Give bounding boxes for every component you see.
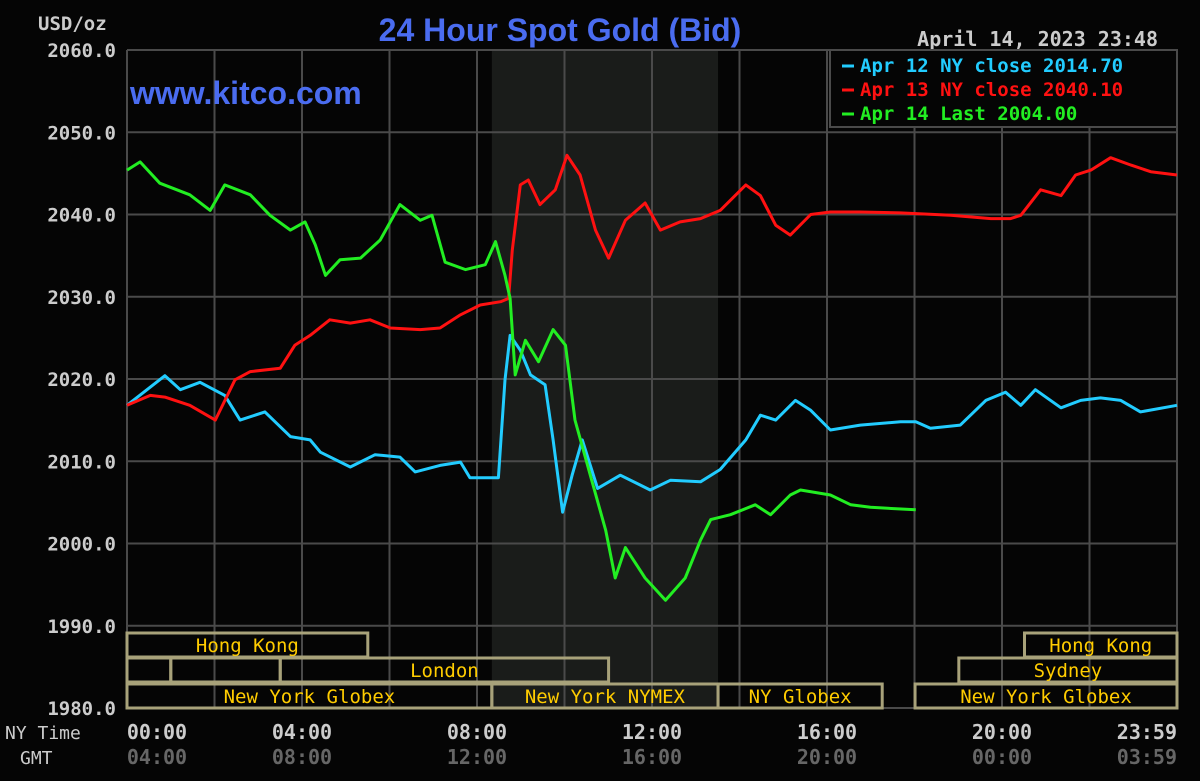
session-box — [716, 682, 884, 710]
x-tick-gmt: 12:00 — [447, 745, 507, 769]
session-label: NY Globex — [749, 686, 852, 708]
session-label: Sydney — [1034, 660, 1103, 682]
gmt-label: GMT — [20, 748, 53, 769]
session-label: Hong Kong — [1049, 635, 1152, 657]
y-tick-label: 2000.0 — [47, 534, 116, 556]
ny-time-label: NY Time — [5, 723, 81, 744]
x-tick-ny: 00:00 — [127, 720, 187, 744]
session-box — [957, 656, 1179, 684]
timestamp: April 14, 2023 23:48 — [917, 27, 1158, 51]
session-label: New York Globex — [224, 686, 396, 708]
legend-entry: Apr 14 Last 2004.00 — [860, 103, 1077, 125]
series-line-1 — [126, 333, 1178, 514]
x-tick-gmt: 00:00 — [972, 745, 1032, 769]
session-label: New York NYMEX — [525, 686, 686, 708]
x-tick-ny: 08:00 — [447, 720, 507, 744]
y-tick-label: 1980.0 — [47, 698, 116, 720]
y-tick-label: 2060.0 — [47, 40, 116, 62]
y-tick-label: 2040.0 — [47, 205, 116, 227]
x-tick-ny: 04:00 — [272, 720, 332, 744]
y-tick-label: 2030.0 — [47, 287, 116, 309]
x-tick-ny: 20:00 — [972, 720, 1032, 744]
series-line-3 — [126, 160, 916, 602]
x-tick-gmt: 03:59 — [1117, 745, 1177, 769]
watermark: www.kitco.com — [129, 75, 362, 111]
session-label: Hong Kong — [196, 635, 299, 657]
x-tick-gmt: 08:00 — [272, 745, 332, 769]
y-axis-unit: USD/oz — [38, 13, 107, 35]
x-tick-gmt: 20:00 — [797, 745, 857, 769]
session-box — [278, 656, 611, 684]
x-tick-gmt: 16:00 — [622, 745, 682, 769]
session-label: New York Globex — [960, 686, 1132, 708]
series-line-2 — [126, 153, 1178, 422]
legend-entry: Apr 12 NY close 2014.70 — [860, 55, 1123, 77]
legend-entry: Apr 13 NY close 2040.10 — [860, 79, 1123, 101]
session-label: London — [410, 660, 479, 682]
y-tick-label: 1990.0 — [47, 616, 116, 638]
session-box — [913, 682, 1179, 710]
x-tick-ny: 12:00 — [622, 720, 682, 744]
y-tick-label: 2020.0 — [47, 369, 116, 391]
x-tick-ny: 23:59 — [1117, 720, 1177, 744]
x-tick-ny: 16:00 — [797, 720, 857, 744]
y-tick-label: 2050.0 — [47, 122, 116, 144]
y-tick-label: 2010.0 — [47, 451, 116, 473]
legend-box — [829, 49, 1178, 128]
x-tick-gmt: 04:00 — [127, 745, 187, 769]
chart-title: 24 Hour Spot Gold (Bid) — [379, 12, 742, 48]
